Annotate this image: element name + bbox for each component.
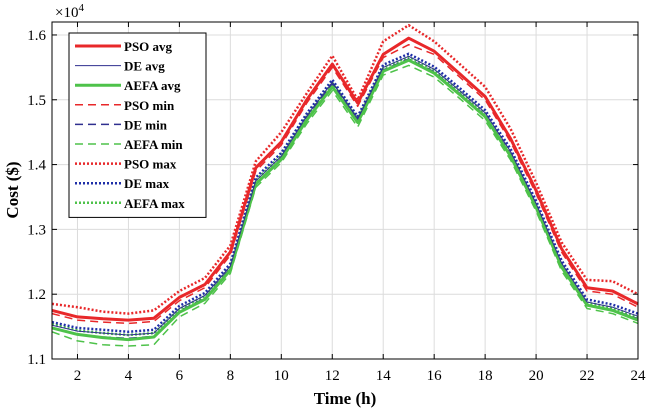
x-tick-label: 16: [427, 368, 443, 384]
legend-label-aefa-max: AEFA max: [124, 196, 185, 211]
x-tick-label: 8: [227, 368, 235, 384]
series-line-aefa-avg: [51, 58, 639, 342]
y-tick-label: 1.1: [27, 352, 46, 368]
plot-frame: [51, 21, 639, 360]
legend-label-pso-max: PSO max: [124, 157, 177, 172]
series-line-pso-min: [51, 43, 639, 325]
legend-label-pso-avg: PSO avg: [124, 39, 173, 54]
x-tick-label: 14: [376, 368, 392, 384]
series-line-pso-avg: [51, 36, 639, 322]
x-tick-label: 12: [325, 368, 340, 384]
legend-label-aefa-min: AEFA min: [124, 137, 183, 152]
series-line-de-max: [51, 52, 639, 334]
series-lines: [51, 23, 639, 347]
y-tick-label: 1.2: [27, 287, 46, 303]
x-tick-label: 18: [478, 368, 493, 384]
x-tick-label: 6: [176, 368, 184, 384]
legend: PSO avg DE avg AEFA avg PSO min DE min AEFA m…: [68, 32, 207, 218]
series-line-pso-max: [51, 23, 639, 315]
x-tick-label: 24: [631, 368, 647, 384]
x-tick-label: 20: [529, 368, 544, 384]
legend-label-de-avg: DE avg: [124, 59, 165, 74]
legend-label-pso-min: PSO min: [124, 98, 175, 113]
series-line-aefa-min: [51, 64, 639, 347]
y-exponent-label: ×104: [55, 2, 84, 21]
x-tick-label: 10: [274, 368, 289, 384]
series-line-de-avg: [51, 55, 639, 336]
y-tick-label: 1.3: [27, 222, 46, 238]
y-tick-label: 1.6: [27, 28, 46, 44]
x-tick-label: 2: [74, 368, 82, 384]
legend-box: [68, 32, 207, 218]
legend-label-aefa-avg: AEFA avg: [124, 78, 181, 93]
y-tick-label: 1.4: [27, 158, 46, 174]
y-tick-label: 1.5: [27, 93, 46, 109]
y-axis-label: Cost ($): [3, 161, 22, 218]
x-axis-label: Time (h): [314, 389, 377, 408]
x-tick-label: 22: [580, 368, 595, 384]
legend-label-de-min: DE min: [124, 117, 168, 132]
axis-ticks: 2 4 6 8 10 12 14 16 18 20 22 241.11.21.31.41.51.6: [27, 22, 646, 384]
legend-label-de-max: DE max: [124, 176, 170, 191]
x-tick-label: 4: [125, 368, 133, 384]
